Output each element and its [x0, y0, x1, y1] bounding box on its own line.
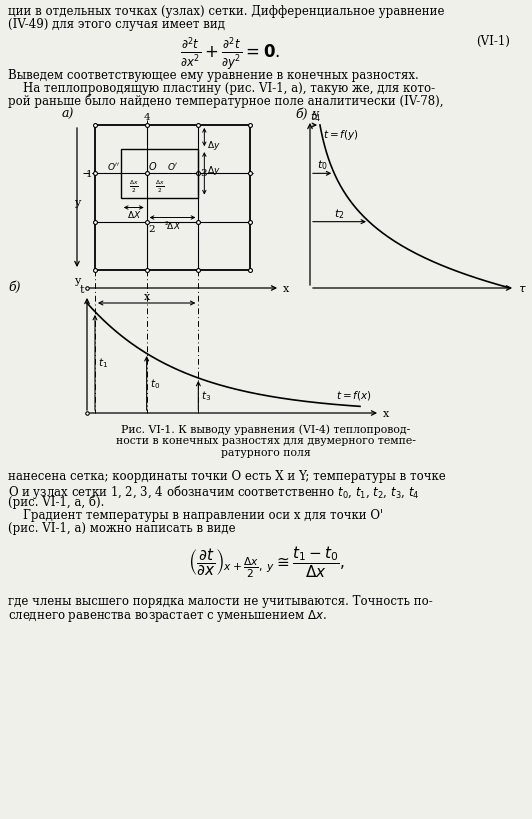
Text: $\tau$: $\tau$ — [518, 283, 527, 294]
Text: б): б) — [8, 281, 21, 294]
Text: $t_2$: $t_2$ — [334, 206, 345, 220]
Text: $O'$: $O'$ — [167, 161, 178, 172]
Text: $\Delta y$: $\Delta y$ — [207, 138, 221, 152]
Text: следнего равенства возрастает с уменьшением $\Delta x$.: следнего равенства возрастает с уменьшен… — [8, 607, 327, 623]
Text: Выведем соответствующее ему уравнение в конечных разностях.: Выведем соответствующее ему уравнение в … — [8, 69, 419, 82]
Text: 1: 1 — [85, 170, 92, 179]
Text: y: y — [312, 109, 318, 119]
Text: $t_1$: $t_1$ — [98, 356, 108, 370]
Text: $t_3$: $t_3$ — [201, 389, 211, 403]
Text: $t_0$: $t_0$ — [149, 377, 160, 391]
Text: $O$: $O$ — [148, 161, 157, 172]
Text: ции в отдельных точках (узлах) сетки. Дифференциальное уравнение: ции в отдельных точках (узлах) сетки. Ди… — [8, 5, 445, 18]
Text: 4: 4 — [143, 113, 150, 122]
Text: x: x — [283, 283, 289, 294]
Text: $\left(\dfrac{\partial t}{\partial x}\right)_{x+\dfrac{\Delta x}{2},\;y} \cong \: $\left(\dfrac{\partial t}{\partial x}\ri… — [188, 545, 344, 580]
Text: ности в конечных разностях для двумерного темпе-: ности в конечных разностях для двумерног… — [116, 436, 416, 446]
Text: б): б) — [295, 108, 307, 121]
Text: $\Delta y$: $\Delta y$ — [207, 164, 221, 177]
Text: Градиент температуры в направлении оси x для точки O': Градиент температуры в направлении оси x… — [8, 509, 383, 522]
Bar — [95, 126, 250, 270]
Text: O и узлах сетки 1, 2, 3, 4 обозначим соответственно $t_0$, $t_1$, $t_2$, $t_3$, : O и узлах сетки 1, 2, 3, 4 обозначим соо… — [8, 482, 419, 500]
Text: Рис. VI-1. К выводу уравнения (VI-4) теплопровод-: Рис. VI-1. К выводу уравнения (VI-4) теп… — [121, 423, 411, 434]
Text: $\frac{\Delta x}{2}$: $\frac{\Delta x}{2}$ — [129, 178, 138, 194]
Text: y: y — [74, 276, 80, 286]
Text: $t_0$: $t_0$ — [317, 158, 328, 172]
Text: $\Delta X$: $\Delta X$ — [127, 209, 141, 220]
Text: x: x — [383, 409, 389, 419]
Text: (IV-49) для этого случая имеет вид: (IV-49) для этого случая имеет вид — [8, 18, 225, 31]
Text: нанесена сетка; координаты точки O есть X и Y; температуры в точке: нанесена сетка; координаты точки O есть … — [8, 469, 446, 482]
Text: $O''$: $O''$ — [107, 161, 120, 172]
Text: t: t — [79, 285, 84, 295]
Text: 3: 3 — [201, 169, 207, 178]
Text: x: x — [144, 292, 150, 301]
Text: На теплопроводящую пластину (рис. VI-1, а), такую же, для кото-: На теплопроводящую пластину (рис. VI-1, … — [8, 82, 435, 95]
Text: (рис. VI-1, а) можно написать в виде: (рис. VI-1, а) можно написать в виде — [8, 522, 236, 534]
Text: $\frac{\partial^2 t}{\partial x^2} + \frac{\partial^2 t}{\partial y^2} = \mathbf: $\frac{\partial^2 t}{\partial x^2} + \fr… — [180, 35, 280, 72]
Text: y: y — [74, 198, 80, 208]
Text: (VI-1): (VI-1) — [476, 35, 510, 48]
Text: рой раньше было найдено температурное поле аналитически (IV-78),: рой раньше было найдено температурное по… — [8, 95, 444, 108]
Text: где члены высшего порядка малости не учитываются. Точность по-: где члены высшего порядка малости не учи… — [8, 595, 433, 607]
Bar — [121, 150, 198, 198]
Text: $\frac{\Delta x}{2}$: $\frac{\Delta x}{2}$ — [155, 178, 164, 194]
Text: $t=f(y)$: $t=f(y)$ — [323, 128, 359, 142]
Text: (рис. VI-1, а, б).: (рис. VI-1, а, б). — [8, 495, 104, 509]
Text: $t_4$: $t_4$ — [310, 110, 320, 124]
Text: а): а) — [62, 108, 74, 121]
Text: ратурного поля: ратурного поля — [221, 447, 311, 458]
Text: $t=f(x)$: $t=f(x)$ — [336, 389, 372, 402]
Text: $^2\!\Delta X$: $^2\!\Delta X$ — [164, 219, 181, 232]
Text: 2: 2 — [148, 224, 155, 233]
